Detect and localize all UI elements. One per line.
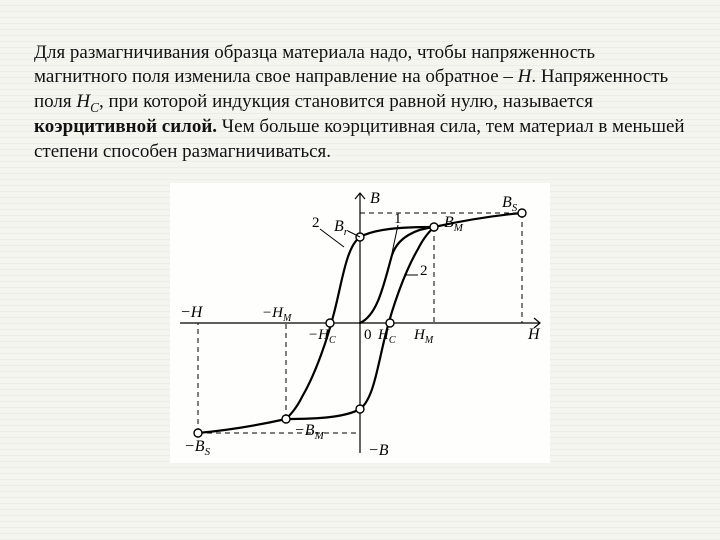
label-negH: −H [180, 304, 204, 321]
text-post1: , при которой индукция становится равной… [99, 91, 593, 112]
description-paragraph: Для размагничивания образца материала на… [34, 41, 686, 164]
label-negB: −B [368, 442, 389, 459]
label-curve-1: 1 [394, 211, 402, 227]
text-pre: Для размагничивания образца материала на… [34, 42, 595, 87]
term-coercive-force: коэрцитивной силой. [34, 116, 217, 137]
label-curve-2-upper: 2 [312, 215, 320, 231]
hysteresis-diagram: B −B H −H 0 BS −BS BM −BM Br −HC HC −HM … [170, 183, 550, 463]
label-H: H [527, 326, 541, 343]
sym-Hc: HC [76, 91, 99, 112]
label-origin: 0 [364, 327, 372, 343]
hysteresis-figure-container: B −B H −H 0 BS −BS BM −BM Br −HC HC −HM … [34, 183, 686, 463]
label-curve-2-right: 2 [420, 263, 428, 279]
label-B: B [370, 190, 380, 207]
sym-H: H [518, 66, 532, 87]
